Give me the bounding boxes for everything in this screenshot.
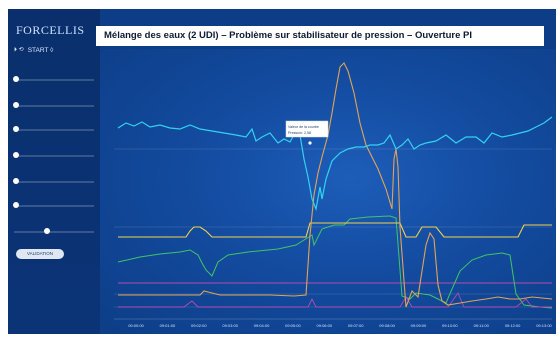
tooltip-line-2: Pression: 2,58 xyxy=(288,131,311,135)
x-tick-label: 09:07:00 xyxy=(348,323,364,328)
param-row xyxy=(13,193,94,215)
param-row xyxy=(13,67,94,89)
x-tick-label: 09:03:00 xyxy=(222,323,238,328)
x-tick-label: 09:04:00 xyxy=(254,323,270,328)
chart-title: Mélange des eaux (2 UDI) – Problème sur … xyxy=(96,26,544,46)
chart-area: Valeur de la courbe Pression: 2,58 09:00… xyxy=(100,49,556,334)
start-label[interactable]: START ◊ xyxy=(27,46,54,54)
x-tick-label: 09:09:00 xyxy=(411,323,427,328)
param-row xyxy=(14,219,94,241)
param-slider-thumb[interactable] xyxy=(13,126,19,132)
x-tick-label: 09:01:00 xyxy=(160,323,176,328)
orange-series-line xyxy=(118,62,553,308)
param-slider-track[interactable] xyxy=(14,79,94,81)
x-tick-label: 09:06:00 xyxy=(317,323,333,328)
param-row xyxy=(13,93,94,115)
tooltip-line-1: Valeur de la courbe xyxy=(288,125,319,129)
x-tick-label: 09:10:00 xyxy=(442,323,458,328)
app-logo: FORCELLIS xyxy=(16,23,85,37)
param-slider-thumb[interactable] xyxy=(44,228,50,234)
param-row xyxy=(13,117,94,139)
x-tick-label: 09:12:00 xyxy=(505,323,521,328)
x-tick-label: 09:13:00 xyxy=(536,323,552,328)
validate-button[interactable]: VALIDATION xyxy=(16,249,64,259)
x-tick-label: 09:08:00 xyxy=(379,323,395,328)
pressure-series-line xyxy=(117,116,553,212)
yellow-series-line xyxy=(118,222,552,238)
param-slider-thumb[interactable] xyxy=(13,102,19,108)
start-bar[interactable]: ⏵ ⟲ START ◊ xyxy=(14,43,98,57)
green-series-line xyxy=(117,215,553,309)
tooltip-point xyxy=(308,141,312,145)
param-slider-track[interactable] xyxy=(14,129,94,131)
param-slider-track[interactable] xyxy=(14,231,94,233)
sidebar: FORCELLIS ⏵ ⟲ START ◊ xyxy=(8,9,100,334)
tooltip-box xyxy=(285,120,329,138)
param-slider-track[interactable] xyxy=(14,181,94,183)
x-tick-label: 09:05:00 xyxy=(285,323,301,328)
magenta-series-line xyxy=(118,292,552,308)
app-frame: FORCELLIS ⏵ ⟲ START ◊ xyxy=(8,9,556,334)
param-slider-thumb[interactable] xyxy=(13,152,19,158)
param-row xyxy=(13,143,94,165)
x-tick-label: 09:00:00 xyxy=(128,323,144,328)
chart-tooltip: Valeur de la courbe Pression: 2,58 xyxy=(285,120,329,138)
param-slider-thumb[interactable] xyxy=(13,202,19,208)
param-slider-track[interactable] xyxy=(14,205,94,207)
x-tick-label: 09:11:00 xyxy=(474,323,490,328)
param-row xyxy=(13,169,94,191)
x-axis-ticks: 09:00:00 09:01:00 09:02:00 09:03:00 09:04:00… xyxy=(128,323,552,328)
chart-svg: Valeur de la courbe Pression: 2,58 09:00… xyxy=(114,62,553,328)
param-slider-thumb[interactable] xyxy=(13,178,19,184)
param-slider-track[interactable] xyxy=(14,105,94,107)
start-controls-icon[interactable]: ⏵ ⟲ xyxy=(14,47,24,53)
param-slider-thumb[interactable] xyxy=(13,76,19,82)
x-tick-label: 09:02:00 xyxy=(191,323,207,328)
param-slider-track[interactable] xyxy=(14,155,94,157)
